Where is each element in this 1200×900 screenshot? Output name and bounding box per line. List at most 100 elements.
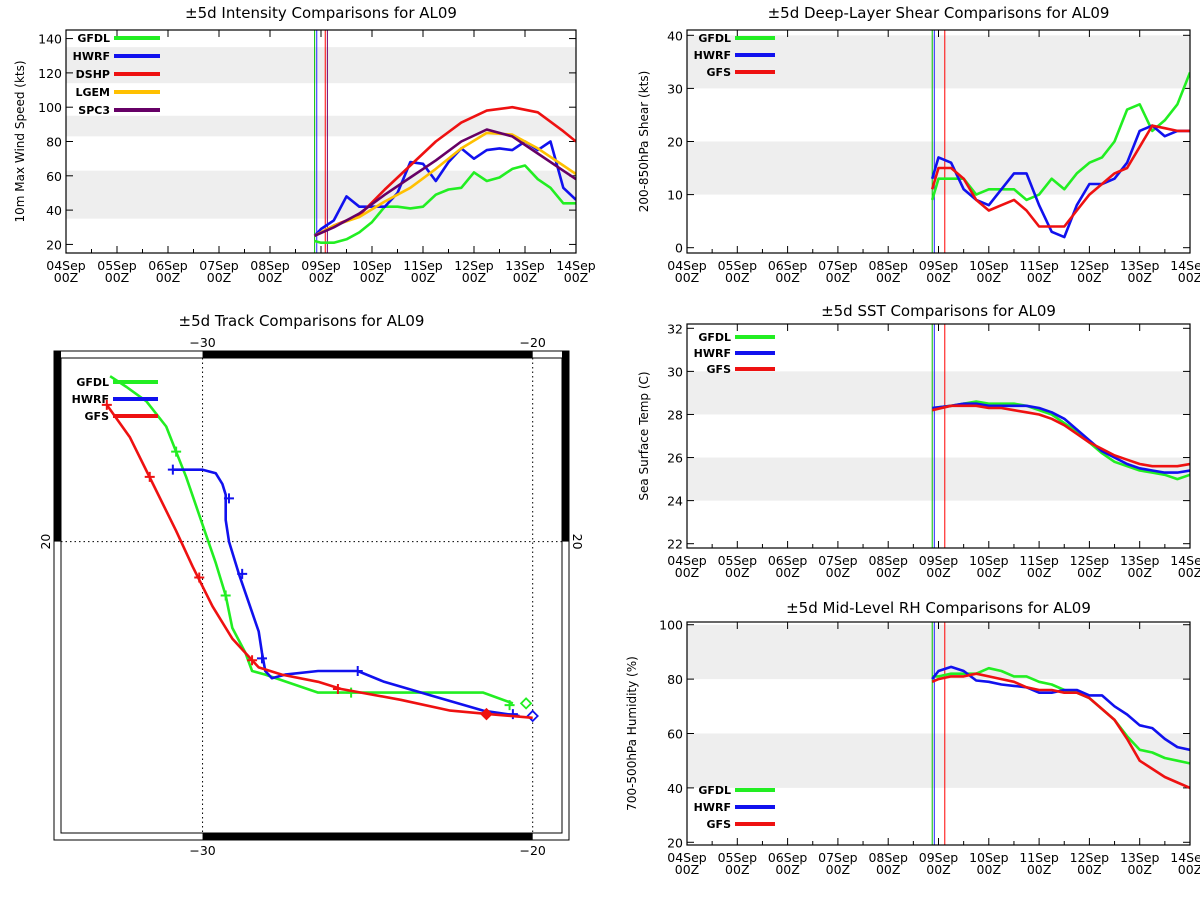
intensity-x-tick-hour: 00Z [309,270,333,285]
rh-x-tick-hour: 00Z [1027,862,1051,877]
intensity-legend-label: DSHP [76,68,110,81]
shear-legend-label: HWRF [694,49,731,62]
sst-x-tick-day: 12Sep [1070,553,1110,568]
intensity-title: ±5d Intensity Comparisons for AL09 [185,4,457,22]
shear-title: ±5d Deep-Layer Shear Comparisons for AL0… [768,4,1110,22]
shear-y-tick-label: 0 [675,241,683,256]
shear-x-tick-day: 05Sep [718,258,758,273]
track-end-marker-gfdl [519,697,533,710]
sst-x-tick-hour: 00Z [826,565,850,580]
rh-y-axis-label: 700-500hPa Humidity (%) [625,656,639,811]
sst-x-tick-day: 06Sep [768,553,808,568]
rh-title: ±5d Mid-Level RH Comparisons for AL09 [786,599,1091,617]
rh-plot-frame [686,621,1191,846]
shear-x-tick-hour: 00Z [675,270,699,285]
sst-y-tick-label: 22 [667,537,683,552]
rh-x-tick-day: 09Sep [919,850,959,865]
intensity-x-tick-hour: 00Z [105,270,129,285]
rh-x-tick-hour: 00Z [1127,862,1151,877]
intensity-x-tick-hour: 00Z [513,270,537,285]
track-longitude-label-bottom: −30 [189,843,215,858]
shear-x-tick-day: 12Sep [1070,258,1110,273]
sst-chart: ±5d SST Comparisons for AL09 Sea Surface … [637,302,1200,580]
sst-x-tick-day: 04Sep [667,553,707,568]
shear-x-tick-hour: 00Z [826,270,850,285]
intensity-y-tick-label: 20 [46,237,62,252]
rh-x-tick-day: 13Sep [1120,850,1160,865]
intensity-legend-label: GFDL [77,32,110,45]
rh-series-gfdl [932,666,1190,765]
shear-x-tick-day: 07Sep [818,258,858,273]
sst-x-tick-day: 10Sep [969,553,1009,568]
rh-x-tick-hour: 00Z [826,862,850,877]
intensity-x-tick-hour: 00Z [360,270,384,285]
shear-chart: ±5d Deep-Layer Shear Comparisons for AL0… [637,4,1200,285]
track-marker-gfdl [220,590,231,601]
sst-x-tick-day: 09Sep [919,553,959,568]
track-latitude-label-left: 20 [38,534,53,550]
track-border-bar-bottom [202,833,533,840]
sst-y-tick-label: 26 [667,451,683,466]
intensity-x-tick-hour: 00Z [156,270,180,285]
rh-y-tick-label: 100 [659,618,683,633]
sst-legend-label: GFDL [698,331,731,344]
rh-x-tick-hour: 00Z [725,862,749,877]
intensity-x-tick-day: 05Sep [97,258,137,273]
shear-shade-band-1 [687,35,1190,89]
track-marker-hwrf [237,568,248,579]
track-border-bar-top [202,351,533,358]
intensity-chart: ±5d Intensity Comparisons for AL09 10m Ma… [13,4,596,285]
track-longitude-label-top: −20 [519,335,545,350]
shear-x-tick-day: 04Sep [667,258,707,273]
track-marker-hwrf [256,653,267,664]
shear-x-tick-day: 08Sep [868,258,908,273]
intensity-y-tick-label: 60 [46,169,62,184]
shear-x-tick-hour: 00Z [1127,270,1151,285]
sst-shade-band-0 [687,457,1190,501]
intensity-x-tick-day: 08Sep [250,258,290,273]
track-marker-gfdl [171,446,182,457]
track-longitude-label-top: −30 [189,335,215,350]
track-marker-gfs [194,572,205,583]
shear-x-tick-hour: 00Z [1027,270,1051,285]
track-legend-label: GFDL [76,376,109,389]
sst-x-tick-hour: 00Z [876,565,900,580]
intensity-x-tick-hour: 00Z [54,270,78,285]
intensity-series-gfdl [314,164,576,244]
intensity-x-tick-day: 14Sep [556,258,596,273]
sst-x-tick-day: 11Sep [1019,553,1059,568]
sst-x-tick-day: 05Sep [718,553,758,568]
intensity-x-tick-day: 04Sep [46,258,86,273]
rh-x-tick-day: 04Sep [667,850,707,865]
shear-x-tick-day: 06Sep [768,258,808,273]
track-end-marker-gfs [480,707,493,721]
intensity-y-tick-label: 120 [38,66,62,81]
shear-x-tick-day: 14Sep [1170,258,1200,273]
sst-x-tick-hour: 00Z [1178,565,1200,580]
track-marker-hwrf [223,493,234,504]
sst-x-tick-hour: 00Z [725,565,749,580]
intensity-x-tick-hour: 00Z [411,270,435,285]
sst-legend-label: GFS [707,363,732,376]
shear-x-tick-hour: 00Z [1178,270,1200,285]
shear-x-tick-hour: 00Z [926,270,950,285]
sst-plot-frame [686,323,1191,549]
track-longitude-label-bottom: −20 [519,843,545,858]
sst-y-tick-label: 28 [667,407,683,422]
shear-x-tick-day: 10Sep [969,258,1009,273]
intensity-shade-band-2 [66,47,576,84]
track-line-gfdl [109,375,514,705]
track-marker-gfs [144,471,155,482]
intensity-legend-label: SPC3 [78,104,110,117]
rh-x-tick-hour: 00Z [1178,862,1200,877]
sst-x-tick-day: 14Sep [1170,553,1200,568]
shear-y-tick-label: 10 [667,188,683,203]
rh-x-tick-day: 05Sep [718,850,758,865]
rh-x-tick-day: 11Sep [1019,850,1059,865]
track-legend-label: HWRF [72,393,109,406]
intensity-x-tick-day: 07Sep [199,258,239,273]
sst-x-tick-day: 08Sep [868,553,908,568]
rh-y-tick-label: 60 [667,727,683,742]
track-marker-gfs [247,655,258,666]
intensity-x-tick-day: 11Sep [403,258,443,273]
